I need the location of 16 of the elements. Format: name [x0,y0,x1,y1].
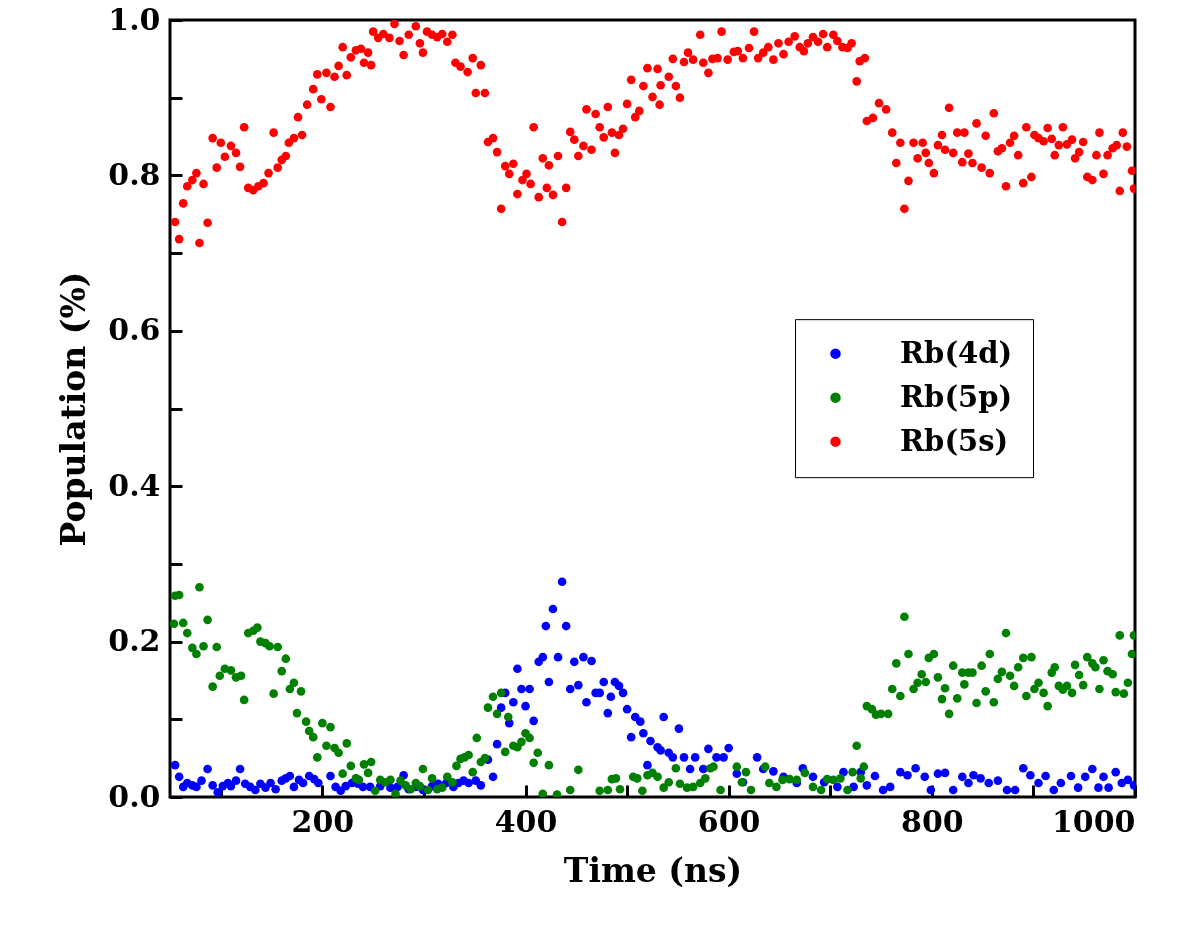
y-tick-label: 0.0 [108,778,161,814]
y-axis-title: Population (%) [54,271,94,547]
x-axis-title: Time (ns) [563,850,743,890]
y-tick-label: 0.8 [108,156,161,192]
legend-label: Rb(4d) [900,335,1013,370]
x-tick-label: 1000 [1052,803,1136,839]
x-tick-label: 200 [291,803,355,839]
y-tick-label: 0.6 [108,312,161,348]
x-tick-label: 400 [494,803,558,839]
legend-label: Rb(5s) [900,423,1009,458]
legend-label: Rb(5p) [900,379,1013,414]
y-tick-label: 1.0 [108,1,161,37]
x-tick-label: 600 [697,803,761,839]
y-tick-label: 0.2 [108,623,161,659]
x-tick-label: 800 [901,803,964,839]
y-tick-label: 0.4 [108,467,161,503]
